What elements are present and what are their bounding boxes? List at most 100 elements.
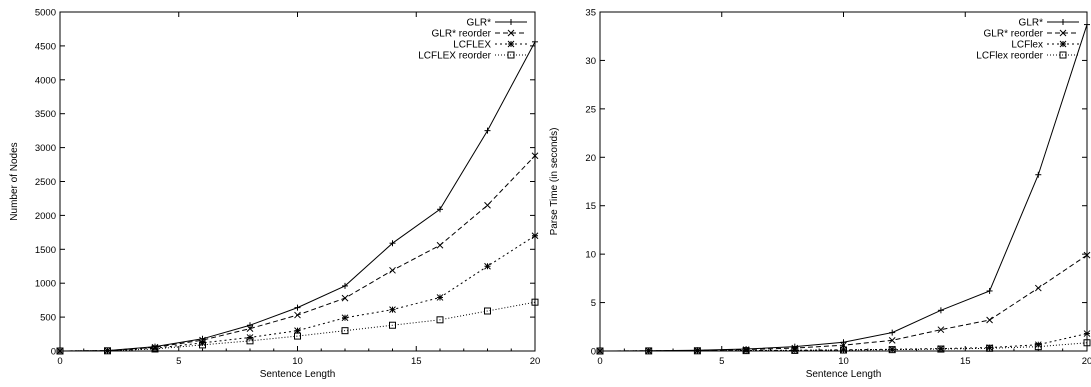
x-tick-label: 5 <box>176 356 181 367</box>
data-point <box>1034 343 1042 351</box>
x-axis-title: Sentence Length <box>260 369 336 380</box>
legend-entry: LCFLEX <box>453 40 527 51</box>
data-point <box>437 206 443 213</box>
data-point <box>937 307 944 314</box>
y-tick-label: 20 <box>585 153 596 164</box>
legend-label: LCFlex reorder <box>976 51 1043 62</box>
y-tick-label: 4500 <box>35 41 56 52</box>
y-tick-label: 500 <box>40 313 56 324</box>
y-tick-label: 10 <box>585 250 596 261</box>
data-point <box>436 316 444 324</box>
data-point <box>484 262 491 270</box>
y-axis-title: Number of Nodes <box>9 142 20 220</box>
data-point <box>1035 171 1042 178</box>
data-point <box>247 322 253 329</box>
data-point <box>246 337 254 345</box>
legend-entry: LCFlex reorder <box>976 51 1079 62</box>
legend-label: LCFLEX reorder <box>418 51 491 62</box>
y-tick-label: 5 <box>591 298 596 309</box>
data-point <box>531 232 539 240</box>
data-point <box>937 345 945 353</box>
data-point <box>436 241 444 249</box>
data-point <box>888 336 896 344</box>
data-point <box>436 294 444 301</box>
legend-entry: GLR* <box>1019 18 1079 29</box>
y-tick-label: 30 <box>585 56 596 67</box>
series-line <box>599 342 1088 352</box>
y-tick-label: 0 <box>591 347 596 358</box>
data-point <box>341 327 349 335</box>
y-tick-label: 1000 <box>35 279 56 290</box>
x-tick-label: 15 <box>960 356 971 367</box>
data-point <box>484 307 491 315</box>
data-point <box>104 347 111 355</box>
data-point <box>389 240 396 247</box>
legend-marker <box>1059 40 1067 48</box>
plot-frame <box>59 11 536 352</box>
legend-label: LCFlex <box>1011 40 1043 51</box>
y-tick-label: 15 <box>585 201 596 212</box>
plot-frame <box>599 11 1088 352</box>
y-tick-label: 25 <box>585 104 596 115</box>
x-tick-label: 20 <box>1082 356 1091 367</box>
y-axis-title: Parse Time (in seconds) <box>549 128 560 236</box>
legend-entry: GLR* reorder <box>984 29 1079 40</box>
data-point <box>199 341 206 349</box>
data-point <box>341 314 349 322</box>
x-tick-label: 0 <box>57 356 62 367</box>
series-glr- <box>597 21 1090 354</box>
x-axis-title: Sentence Length <box>806 369 882 380</box>
x-tick-label: 0 <box>597 356 602 367</box>
data-point <box>889 329 896 336</box>
data-point <box>389 321 396 329</box>
data-point <box>840 339 847 346</box>
x-tick-label: 5 <box>719 356 724 367</box>
series-line <box>59 235 536 352</box>
series-glr- <box>57 38 538 354</box>
nodes-chart: 0 5 10 15 20 0 500 1000 1500 2000 2500 3000 3500 4000… <box>9 8 540 381</box>
data-point <box>742 347 750 355</box>
data-point <box>389 266 396 274</box>
y-tick-label: 5000 <box>35 8 56 19</box>
legend-label: GLR* <box>467 18 492 29</box>
y-tick-label: 2000 <box>35 211 56 222</box>
legend-label: GLR* <box>1019 18 1044 29</box>
data-point <box>246 325 254 332</box>
legend-label: GLR* reorder <box>984 29 1044 40</box>
data-point <box>937 326 945 334</box>
data-point <box>986 287 993 294</box>
x-tick-label: 10 <box>292 356 303 367</box>
x-tick-label: 20 <box>530 356 541 367</box>
data-point <box>840 346 847 354</box>
x-tick-label: 10 <box>838 356 849 367</box>
y-tick-label: 4000 <box>35 75 56 86</box>
data-point <box>888 345 896 353</box>
y-tick-label: 1500 <box>35 245 56 256</box>
data-point <box>294 332 301 340</box>
legend-label: LCFLEX <box>453 40 491 51</box>
legend-marker <box>507 29 515 37</box>
data-point <box>532 38 538 45</box>
data-point <box>1083 339 1091 347</box>
data-point <box>56 347 64 355</box>
series-lcflex-reorder <box>596 339 1091 355</box>
series-lcflex <box>56 232 539 355</box>
data-point <box>645 347 653 355</box>
series-line <box>599 24 1088 352</box>
legend-entry: LCFlex <box>1011 40 1079 51</box>
data-point <box>531 152 539 160</box>
legend-marker <box>507 51 515 59</box>
data-point <box>693 347 701 355</box>
series-line <box>59 155 536 352</box>
x-tick-label: 15 <box>411 356 422 367</box>
data-point <box>294 304 301 311</box>
data-point <box>791 346 799 354</box>
data-point <box>342 282 348 289</box>
legend-marker <box>508 19 514 25</box>
y-tick-label: 2500 <box>35 177 56 188</box>
series-glr-reorder <box>596 251 1091 355</box>
data-point <box>531 298 539 306</box>
data-point <box>1034 341 1042 349</box>
legend-entry: GLR* reorder <box>432 29 527 40</box>
data-point <box>294 311 301 319</box>
